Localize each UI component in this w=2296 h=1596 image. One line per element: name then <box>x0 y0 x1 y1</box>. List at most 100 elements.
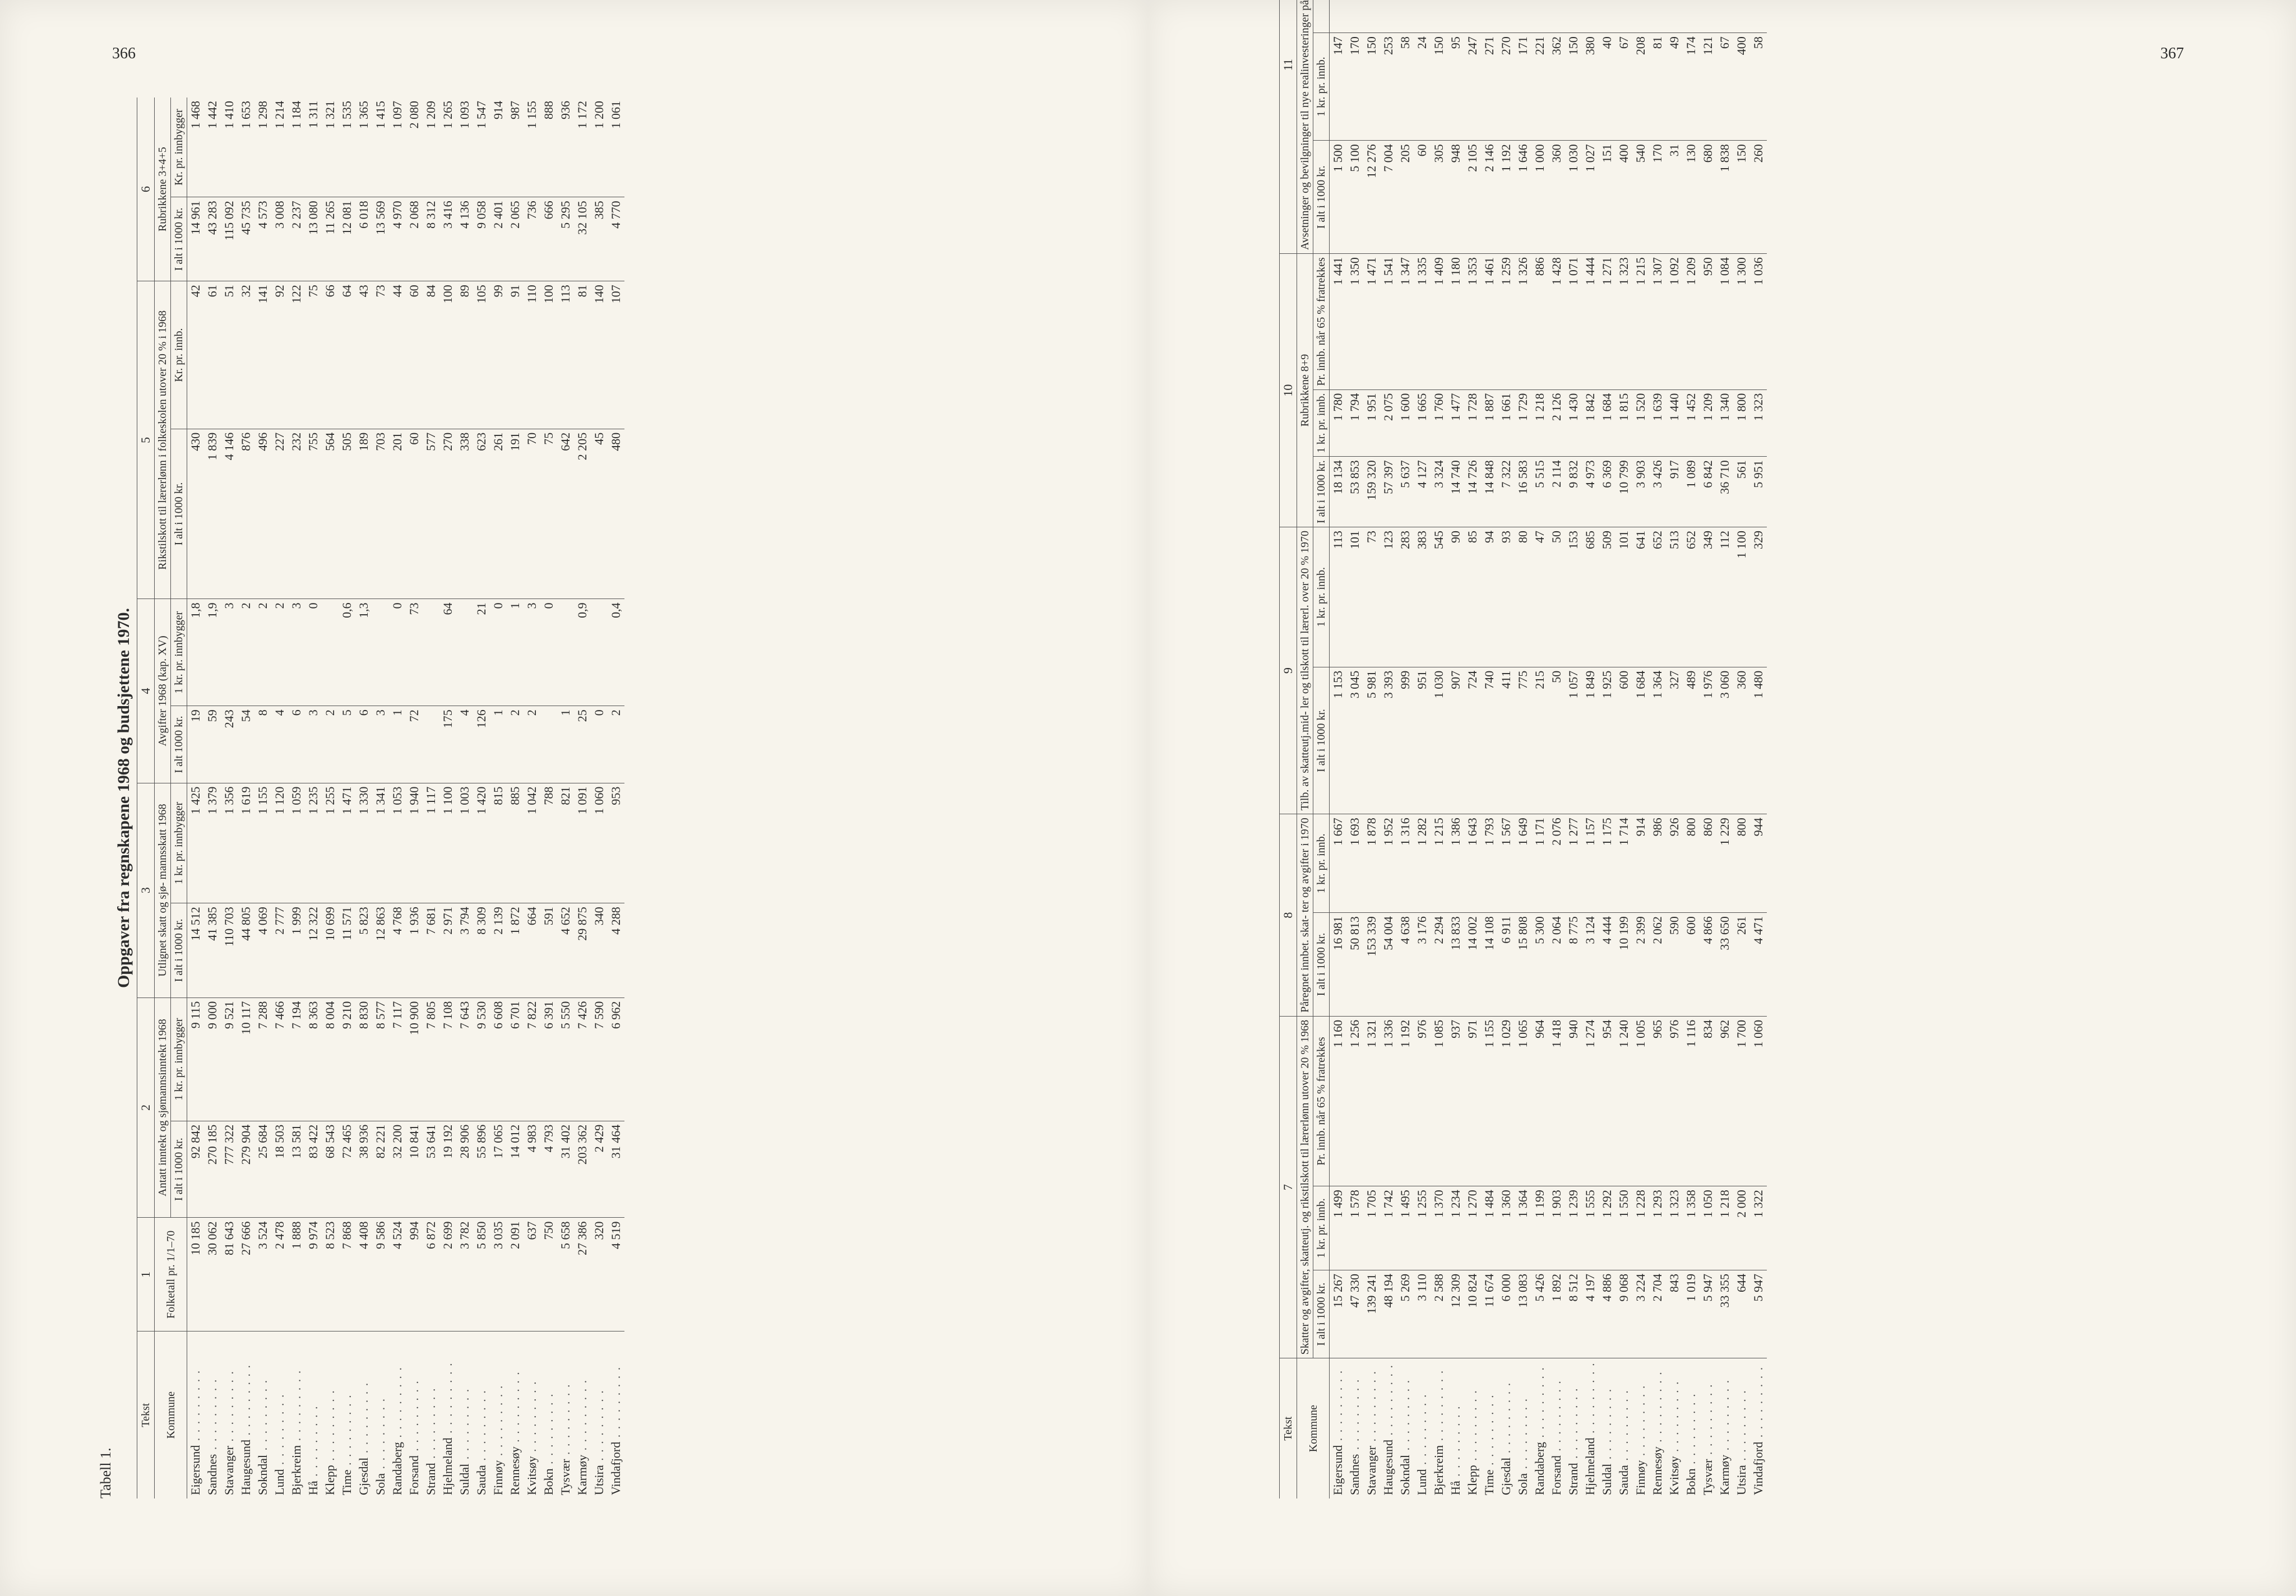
cell: 12 863 <box>372 903 389 998</box>
cell: 986 <box>1649 814 1666 913</box>
cell: 1 364 <box>1649 667 1666 814</box>
cell: 18 <box>1531 0 1548 33</box>
cell: 170 <box>1649 141 1666 254</box>
cell: 1 649 <box>1515 814 1531 913</box>
cell: 1 936 <box>406 903 423 998</box>
cell: 340 <box>591 903 608 998</box>
cell: 937 <box>1447 1016 1464 1186</box>
cell: 1 029 <box>1498 1016 1515 1186</box>
cell: 232 <box>288 429 305 599</box>
cell: 14 726 <box>1464 457 1481 527</box>
cell: 44 <box>389 281 406 429</box>
cell: 8 <box>254 706 271 783</box>
table-row: Time11 6741 4841 15514 1081 7937409414 8… <box>1481 0 1498 1498</box>
cell: 1 347 <box>1397 254 1414 389</box>
cell: 44 805 <box>238 903 254 998</box>
cell: 6 872 <box>423 1218 439 1331</box>
cell: 4 768 <box>389 903 406 998</box>
cell: 1,3 <box>1414 0 1431 33</box>
cell: 20,6 <box>1582 0 1599 33</box>
cell-kommune: Time <box>1481 1358 1498 1498</box>
cell: 101 <box>1346 527 1363 667</box>
cell-kommune: Klepp <box>322 1331 339 1498</box>
cell: 1 298 <box>254 98 271 197</box>
table-row: Strand6 87253 6417 8057 6811 117577848 3… <box>423 98 439 1498</box>
table-row: Randaberg4 52432 2007 1174 7681 05310201… <box>389 98 406 1498</box>
cell: 2 114 <box>1548 457 1565 527</box>
cell: 1 218 <box>1531 389 1548 457</box>
cell: 41 385 <box>204 903 221 998</box>
cell: 0,9 <box>574 599 591 706</box>
cell: 45 <box>591 429 608 599</box>
cell-kommune: Haugesund <box>1380 1358 1397 1498</box>
cell-kommune: Sokndal <box>254 1331 271 1498</box>
cell: 1 728 <box>1464 389 1481 457</box>
cell: 10 117 <box>238 998 254 1121</box>
cell: 3 <box>288 599 305 706</box>
cell: 83 422 <box>305 1121 322 1218</box>
col7-label: Skatter og avgifter, skatteutj. og rikst… <box>1297 1016 1313 1358</box>
cell: 10 185 <box>187 1218 205 1331</box>
cell: 1 <box>507 599 524 706</box>
cell: 153 339 <box>1363 913 1380 1017</box>
cell: 4 866 <box>1700 913 1716 1017</box>
cell-kommune: Randaberg <box>389 1331 406 1498</box>
cell: 81 <box>1649 33 1666 141</box>
cell: 1 209 <box>1683 254 1700 389</box>
cell: 8 830 <box>355 998 372 1121</box>
cell: 1 665 <box>1414 389 1431 457</box>
cell: 4 524 <box>389 1218 406 1331</box>
col4a: I alt 1000 kr. <box>171 706 187 783</box>
cell: 30 062 <box>204 1218 221 1331</box>
table-row: Vindafjord5 9471 3221 0604 4719441 48032… <box>1750 0 1767 1498</box>
cell: 3 035 <box>490 1218 507 1331</box>
cell: 3 <box>1666 0 1683 33</box>
table-row: Sandnes30 062270 1859 00041 3851 379591,… <box>204 98 221 1498</box>
cell: 16 <box>1548 0 1565 33</box>
cell: 1 093 <box>456 98 473 197</box>
cell: 43 <box>355 281 372 429</box>
cell: 430 <box>187 429 205 599</box>
right-table-wrap: Tekst 7 8 9 10 11 Kommune Skatter og avg… <box>1246 98 2198 1498</box>
col1-label: Folketall pr. 1/1–70 <box>155 1218 187 1331</box>
cell: 60 <box>406 429 423 599</box>
cell: 1 940 <box>406 783 423 903</box>
cell: 496 <box>254 429 271 599</box>
cell: 72 <box>406 706 423 783</box>
cell: 3 782 <box>456 1218 473 1331</box>
cell: 58 <box>1750 33 1767 141</box>
cell: 950 <box>1700 254 1716 389</box>
cell-kommune: Hjelmeland <box>1582 1358 1599 1498</box>
cell: 150 <box>1363 33 1380 141</box>
cell: 16,2 <box>1498 0 1515 33</box>
cell: 6 842 <box>1700 457 1716 527</box>
cell-kommune: Forsand <box>406 1331 423 1498</box>
cell: 3 <box>221 599 238 706</box>
cell: 153 <box>1565 527 1582 667</box>
table-row: Hå9 97483 4228 36312 3221 235307557513 0… <box>305 98 322 1498</box>
cell: 147 <box>1330 33 1347 141</box>
cell-kommune: Stavanger <box>1363 1358 1380 1498</box>
cell: 1 619 <box>238 783 254 903</box>
cell: 1 209 <box>1700 389 1716 457</box>
cell: 16 981 <box>1330 913 1347 1017</box>
cell: 7 466 <box>271 998 288 1121</box>
cell: 1 468 <box>187 98 205 197</box>
cell: 0 <box>389 599 406 706</box>
cell: 1 415 <box>372 98 389 197</box>
cell: 105 <box>473 281 490 429</box>
col8-num: 8 <box>1280 814 1297 1017</box>
cell: 32 200 <box>389 1121 406 1218</box>
cell: 279 904 <box>238 1121 254 1218</box>
cell: 8,2 <box>1330 0 1347 33</box>
tbody-left: Eigersund10 18592 8429 11514 5121 425191… <box>187 98 625 1498</box>
cell: 2 126 <box>1548 389 1565 457</box>
col11-num: 11 <box>1280 0 1297 254</box>
table-row: Eigersund10 18592 8429 11514 5121 425191… <box>187 98 205 1498</box>
cell: 2 080 <box>406 98 423 197</box>
cell-kommune: Bjerkreim <box>288 1331 305 1498</box>
cell: 362 <box>1548 33 1565 141</box>
table-label: Tabell 1. <box>98 1447 114 1498</box>
cell: 505 <box>339 429 355 599</box>
cell: 6 701 <box>507 998 524 1121</box>
